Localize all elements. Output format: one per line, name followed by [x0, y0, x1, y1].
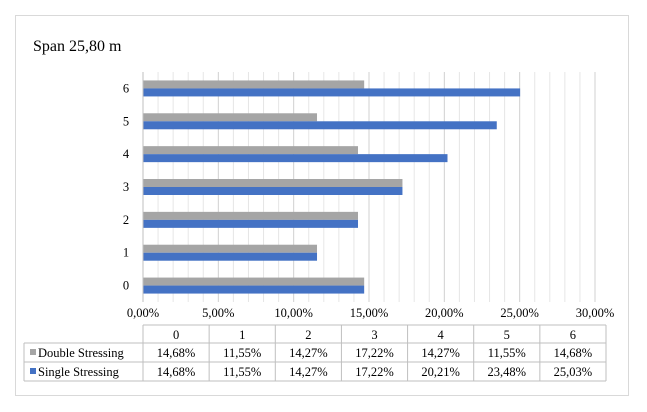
data-table: 0 1 2 3 4 5 6 Double Stressing 14,68% 11,55% 14,27…	[23, 324, 607, 382]
table-value-cell: 11,55%	[488, 346, 526, 360]
legend-label: Single Stressing	[38, 365, 120, 379]
table-value-cell: 17,22%	[355, 365, 394, 379]
bar-double-stressing-2	[143, 211, 359, 220]
y-tick-label: 1	[123, 246, 129, 260]
x-tick-label: 25,00%	[500, 306, 539, 320]
bar-single-stressing-5	[143, 121, 497, 130]
table-value-cell: 25,03%	[554, 365, 593, 379]
x-tick-label: 5,00%	[202, 306, 234, 320]
table-header-cell: 2	[305, 328, 311, 342]
bar-double-stressing-1	[143, 244, 318, 253]
bar-double-stressing-0	[143, 277, 365, 286]
table-value-cell: 17,22%	[355, 346, 394, 360]
legend-swatch	[30, 349, 36, 355]
bar-single-stressing-4	[143, 154, 448, 163]
bar-single-stressing-2	[143, 219, 359, 228]
bar-double-stressing-6	[143, 80, 365, 89]
x-tick-label: 0,00%	[127, 306, 159, 320]
y-tick-label: 2	[123, 213, 129, 227]
table-header-cell: 4	[438, 328, 445, 342]
chart-frame	[15, 15, 629, 396]
bars	[143, 80, 521, 294]
x-tick-label: 20,00%	[425, 306, 464, 320]
table-header-cell: 1	[239, 328, 245, 342]
y-tick-label: 3	[123, 180, 129, 194]
bar-single-stressing-1	[143, 252, 318, 261]
bar-double-stressing-3	[143, 179, 403, 187]
table-value-cell: 11,55%	[223, 346, 261, 360]
table-value-cell: 20,21%	[421, 365, 460, 379]
x-tick-label: 10,00%	[274, 306, 313, 320]
x-tick-label: 15,00%	[350, 306, 389, 320]
x-tick-label: 30,00%	[576, 306, 615, 320]
table-value-cell: 14,68%	[157, 365, 196, 379]
bar-double-stressing-4	[143, 146, 359, 155]
table-value-cell: 14,27%	[421, 346, 460, 360]
legend-label: Double Stressing	[38, 346, 125, 360]
axes: 0 1 2 3 4 5 6 0,00% 5,00% 10,00% 15,00% 20,00% 25,00…	[123, 72, 614, 320]
bar-single-stressing-6	[143, 88, 521, 97]
y-tick-label: 4	[123, 147, 130, 161]
legend-swatch	[30, 368, 36, 374]
y-tick-label: 6	[123, 81, 129, 95]
y-tick-label: 5	[123, 114, 129, 128]
table-header-cell: 5	[504, 328, 510, 342]
table-header-cell: 3	[371, 328, 377, 342]
table-value-cell: 11,55%	[223, 365, 261, 379]
table-header-cell: 6	[570, 328, 576, 342]
bar-double-stressing-5	[143, 113, 318, 122]
table-value-cell: 23,48%	[488, 365, 527, 379]
bar-single-stressing-3	[143, 187, 403, 195]
chart-title: Span 25,80 m	[33, 38, 122, 55]
table-value-cell: 14,68%	[554, 346, 593, 360]
table-value-cell: 14,68%	[157, 346, 196, 360]
y-tick-label: 0	[123, 279, 129, 293]
bar-single-stressing-0	[143, 285, 365, 294]
table-value-cell: 14,27%	[289, 346, 328, 360]
table-value-cell: 14,27%	[289, 365, 328, 379]
table-header-cell: 0	[173, 328, 179, 342]
